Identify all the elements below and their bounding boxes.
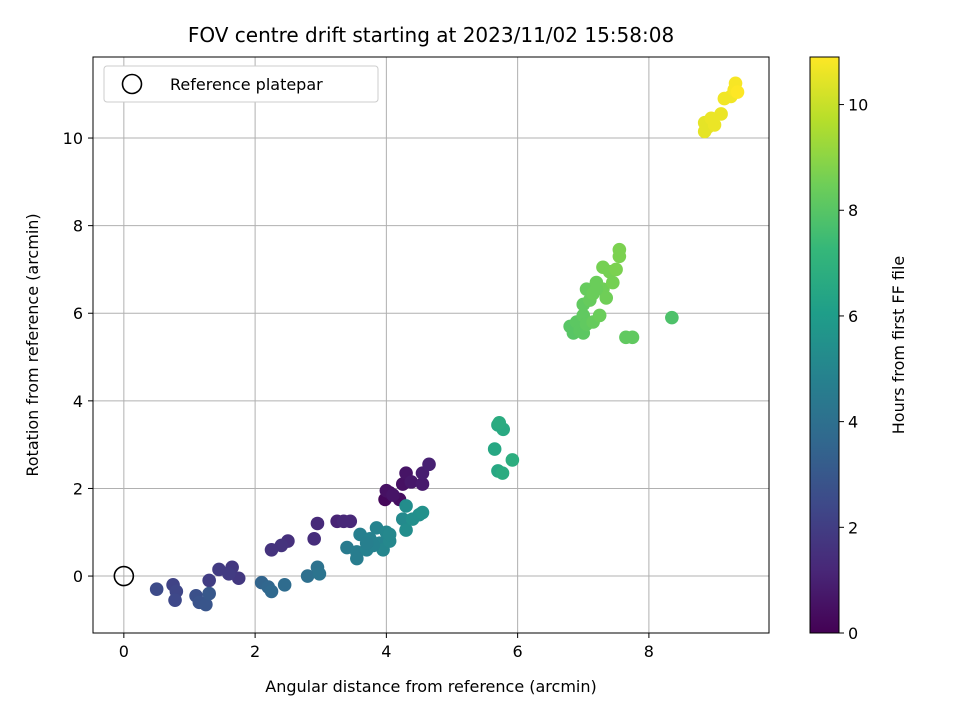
x-axis-label: Angular distance from reference (arcmin) [265, 677, 596, 696]
data-point [612, 242, 627, 257]
grid [93, 57, 769, 633]
data-point [264, 584, 279, 599]
data-point [264, 542, 279, 557]
x-tick-label: 0 [119, 642, 129, 661]
legend-entry-label: Reference platepar [170, 75, 323, 94]
colorbar [809, 56, 840, 634]
legend-box [103, 65, 379, 103]
data-point [487, 442, 502, 456]
data-point [202, 573, 216, 588]
data-point [415, 505, 430, 520]
x-tick-label: 4 [381, 642, 391, 661]
plot-frame [92, 56, 770, 634]
data-point [589, 282, 604, 296]
x-tick-label: 2 [250, 642, 260, 661]
data-point [222, 567, 236, 581]
data-point [415, 477, 430, 491]
data-point [202, 586, 216, 601]
colorbar-tick-label: 8 [848, 201, 858, 220]
chart-title: FOV centre drift starting at 2023/11/02 … [188, 23, 674, 47]
data-point [350, 551, 364, 566]
x-tick-label: 8 [644, 642, 654, 661]
data-point [307, 532, 321, 546]
x-tick-label: 6 [513, 642, 523, 661]
data-point [505, 453, 520, 467]
data-point [386, 488, 400, 502]
y-axis-label: Rotation from reference (arcmin) [23, 213, 42, 476]
data-point [312, 567, 327, 581]
y-tick-label: 6 [73, 304, 83, 323]
data-point [422, 457, 436, 472]
colorbar-tick-label: 4 [848, 413, 858, 432]
data-point [399, 499, 413, 513]
data-point [382, 527, 397, 542]
data-point [492, 415, 507, 430]
data-point [592, 308, 607, 323]
y-tick-label: 2 [73, 479, 83, 498]
reference-platepar-marker [113, 565, 135, 587]
data-point [343, 514, 358, 529]
data-point [168, 593, 182, 607]
scatter-points [149, 76, 745, 612]
data-point [404, 475, 419, 489]
data-point [714, 107, 728, 121]
colorbar-tick-label: 6 [848, 307, 858, 326]
y-tick-label: 8 [73, 217, 83, 236]
data-point [399, 523, 413, 537]
data-point [599, 291, 614, 305]
reference-marker-layer [113, 565, 135, 587]
y-tick-label: 4 [73, 392, 83, 411]
colorbar-tick-label: 2 [848, 518, 858, 537]
colorbar-ticks: 0 2 4 6 8 10 [839, 96, 868, 643]
y-tick-label: 0 [73, 567, 83, 586]
legend-reference-marker [121, 73, 143, 95]
data-point [730, 85, 745, 99]
data-point [395, 512, 410, 526]
data-point [310, 516, 325, 531]
data-point [277, 578, 292, 592]
data-point [199, 597, 213, 612]
data-point [300, 569, 315, 583]
colorbar-tick-label: 0 [848, 624, 858, 643]
data-point [707, 118, 722, 132]
data-point [149, 582, 164, 596]
data-point [605, 275, 620, 290]
y-tick-label: 10 [63, 129, 83, 148]
x-axis-ticks: 0 2 4 6 8 [119, 633, 654, 661]
data-point [359, 536, 374, 551]
y-axis-ticks: 0 2 4 6 8 10 [63, 129, 93, 586]
legend: Reference platepar [103, 65, 379, 103]
colorbar-label: Hours from first FF file [889, 256, 908, 435]
data-point [625, 330, 640, 345]
colorbar-tick-label: 10 [848, 96, 868, 115]
data-point [495, 466, 510, 480]
data-point [609, 262, 623, 277]
data-point [665, 310, 679, 325]
